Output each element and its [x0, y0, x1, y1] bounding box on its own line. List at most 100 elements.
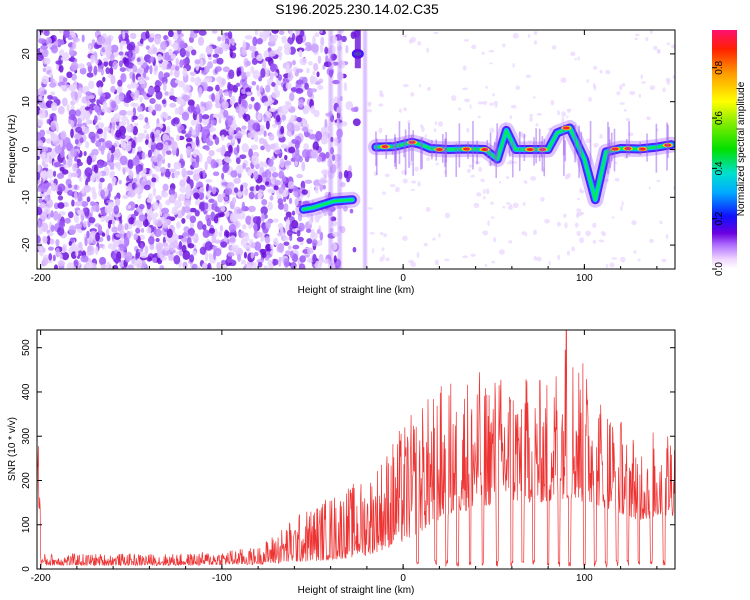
noise-blob [185, 170, 194, 176]
noise-blob [622, 82, 626, 87]
noise-blob [172, 117, 180, 125]
noise-blob [259, 248, 267, 254]
noise-blob [212, 53, 220, 58]
noise-blob [319, 231, 324, 241]
noise-blob [621, 200, 624, 207]
noise-blob [557, 111, 561, 116]
noise-blob [53, 210, 59, 221]
noise-blob [118, 120, 127, 127]
noise-blob [291, 210, 296, 216]
noise-blob [55, 247, 60, 258]
noise-blob [366, 109, 373, 113]
noise-blob [299, 255, 306, 263]
noise-blob [46, 235, 51, 245]
noise-blob [162, 191, 169, 198]
noise-blob [99, 96, 105, 104]
noise-blob [268, 107, 277, 113]
noise-blob [470, 174, 475, 178]
noise-blob [138, 203, 145, 210]
noise-blob [262, 30, 270, 39]
noise-blob [224, 196, 229, 201]
noise-blob [145, 139, 149, 145]
noise-blob [529, 113, 534, 117]
ridge-hotspot [624, 147, 632, 151]
noise-blob [379, 232, 384, 236]
noise-blob [291, 86, 297, 93]
noise-blob [536, 112, 542, 116]
noise-blob [489, 127, 495, 134]
noise-blob [288, 197, 293, 205]
noise-blob [306, 67, 310, 74]
noise-blob [196, 220, 204, 230]
ridge-wisp [533, 137, 535, 166]
noise-blob [290, 261, 297, 269]
noise-blob [108, 263, 112, 269]
colorbar-tick-label: 0.6 [714, 111, 725, 125]
noise-blob [91, 186, 96, 195]
noise-blob [533, 40, 538, 45]
noise-blob [111, 176, 117, 184]
noise-blob [438, 233, 441, 238]
noise-blob [211, 186, 217, 195]
noise-blob [294, 197, 299, 207]
noise-blob [345, 44, 349, 54]
noise-blob [53, 161, 61, 168]
ridge-wisp [564, 140, 567, 162]
noise-blob [212, 59, 217, 64]
ridge-wisp [535, 128, 537, 164]
noise-blob [59, 84, 67, 90]
noise-blob [181, 129, 187, 135]
noise-blob [189, 207, 197, 213]
noise-blob [218, 88, 223, 98]
noise-blob [100, 264, 107, 269]
noise-blob [135, 165, 140, 175]
noise-blob [352, 118, 361, 127]
noise-blob [379, 93, 385, 98]
noise-blob [274, 179, 281, 186]
x-tick-label: -200 [31, 573, 51, 584]
noise-blob [135, 258, 143, 269]
noise-blob [52, 170, 57, 177]
noise-blob [312, 141, 320, 152]
noise-blob [214, 66, 222, 72]
noise-blob [61, 251, 70, 261]
noise-blob [466, 127, 470, 133]
noise-blob [144, 76, 150, 81]
noise-blob [245, 264, 253, 269]
noise-blob [131, 182, 136, 190]
noise-blob [114, 161, 122, 167]
noise-blob [227, 83, 234, 91]
noise-blob [86, 155, 93, 166]
ridge-wisp [404, 129, 407, 176]
noise-blob [379, 90, 383, 94]
noise-blob [191, 263, 199, 269]
noise-blob [631, 220, 637, 226]
noise-blob [118, 91, 125, 102]
noise-blob [592, 239, 597, 244]
noise-blob [204, 161, 208, 171]
noise-blob [301, 189, 308, 195]
noise-blob [318, 78, 324, 84]
noise-blob [111, 218, 116, 227]
ridge-hotspot [435, 148, 443, 151]
noise-blob [244, 186, 249, 196]
noise-blob [125, 102, 129, 108]
noise-blob [135, 175, 140, 186]
noise-blob [134, 89, 140, 98]
noise-blob [106, 152, 111, 161]
ridge-wisp [412, 130, 414, 176]
noise-blob [74, 91, 79, 101]
noise-blob [579, 237, 585, 244]
noise-blob [250, 96, 255, 102]
ridge-wisp [395, 141, 398, 170]
noise-blob [38, 86, 46, 97]
noise-blob [125, 134, 129, 142]
noise-blob [137, 192, 142, 200]
noise-blob [132, 102, 139, 108]
noise-blob [133, 188, 141, 194]
ridge-wisp [580, 131, 583, 156]
noise-blob [54, 145, 62, 154]
noise-blob [224, 151, 232, 159]
noise-blob [107, 243, 115, 250]
noise-blob [87, 221, 91, 228]
